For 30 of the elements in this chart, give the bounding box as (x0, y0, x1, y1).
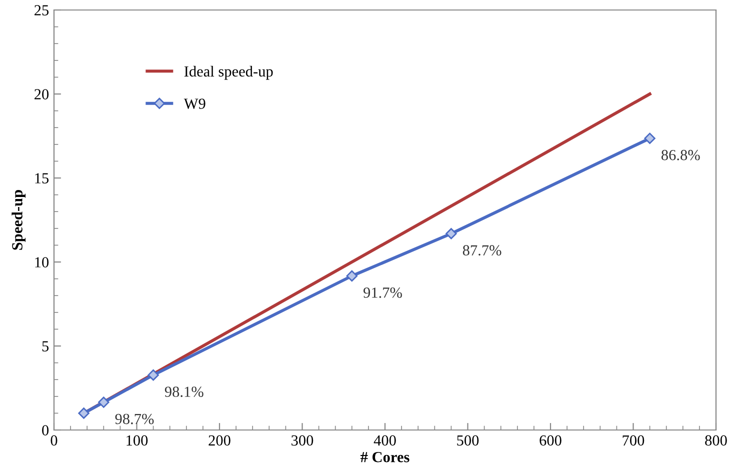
legend-label: W9 (184, 98, 206, 109)
x-axis-title: # Cores (360, 452, 410, 462)
point (78, 408, 90, 419)
x-tick-label: 100 (126, 435, 148, 446)
point (446, 228, 457, 240)
x-tick-label: 400 (374, 435, 396, 446)
annotation: 87.7% (462, 245, 502, 256)
x-tick-label: 500 (457, 435, 479, 446)
x-tick-label: 200 (208, 435, 230, 446)
point (644, 132, 656, 144)
annotation: 86.8% (661, 150, 700, 160)
x-tick-label: 800 (705, 435, 727, 446)
x-tick-label: 600 (540, 435, 562, 446)
y-tick-label: 5 (42, 341, 49, 352)
x-tick-label: 0 (50, 435, 58, 446)
y-tick-label: 15 (35, 173, 49, 184)
x-tick-label: 300 (292, 435, 314, 446)
y-axis-title: Speed-up (12, 190, 26, 250)
y-tick-label: 10 (35, 257, 49, 268)
annotation: 98.1% (164, 386, 204, 397)
point (148, 369, 159, 381)
y-tick-label: 0 (42, 425, 49, 436)
x-tick-label: 700 (622, 435, 644, 446)
legend-label: Ideal speed-up (184, 66, 273, 80)
point (346, 270, 358, 282)
y-tick-label: 25 (34, 5, 49, 16)
point (98, 396, 110, 408)
annotation: 91.7% (364, 287, 402, 298)
annotation: 98.7% (115, 414, 154, 424)
y-tick-label: 20 (34, 89, 49, 100)
